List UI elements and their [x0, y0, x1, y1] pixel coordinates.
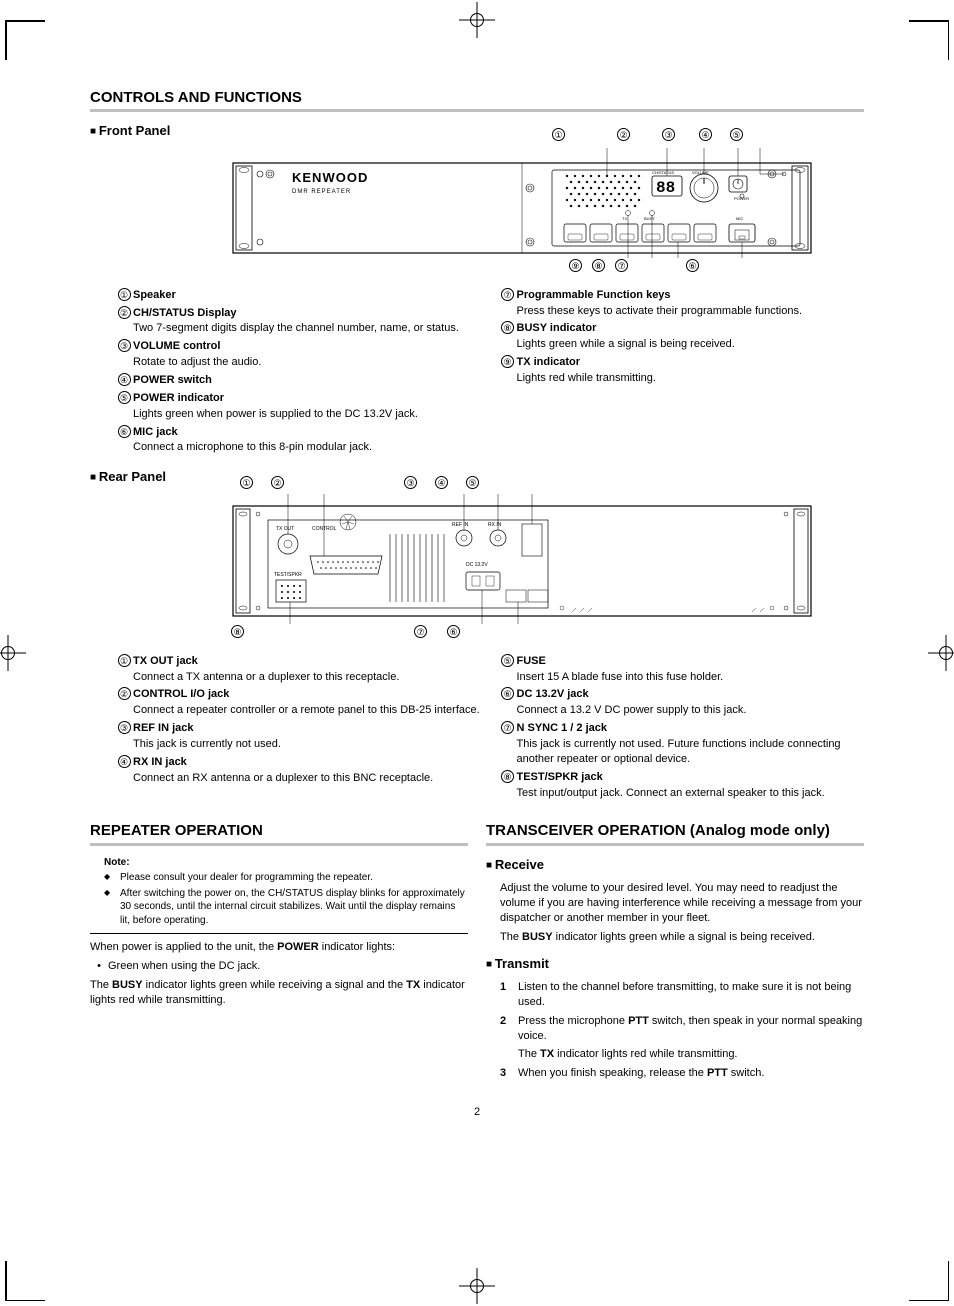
rear-panel-diagram: TX OUT CONTROL TEST/SPKR — [232, 494, 812, 624]
transmit-steps: 1Listen to the channel before transmitti… — [500, 980, 864, 1081]
rear-panel-list-right: ⑤FUSEInsert 15 A blade fuse into this fu… — [499, 654, 865, 801]
svg-text:POWER: POWER — [734, 196, 749, 201]
repeater-p2: The BUSY indicator lights green while re… — [90, 978, 468, 1008]
list-item: ⑨TX indicatorLights red while transmitti… — [499, 355, 865, 386]
callout-fp-top-2: ② — [617, 128, 630, 141]
list-item: ①TX OUT jackConnect a TX antenna or a du… — [115, 654, 481, 685]
registration-mark-bottom — [459, 1268, 495, 1304]
rear-panel-list-left: ①TX OUT jackConnect a TX antenna or a du… — [115, 654, 481, 786]
list-item: ③VOLUME controlRotate to adjust the audi… — [115, 339, 481, 370]
svg-text:TX: TX — [622, 216, 627, 221]
list-item: ①Speaker — [115, 288, 481, 303]
callout-fp-top-1: ① — [552, 128, 565, 141]
repeater-p1: When power is applied to the unit, the P… — [90, 940, 468, 955]
subsection-transmit: Transmit — [486, 955, 864, 973]
list-item: ③REF IN jackThis jack is currently not u… — [115, 721, 481, 752]
section-title-repeater: REPEATER OPERATION — [90, 821, 468, 845]
callout-rp-top-4: ④ — [435, 476, 448, 489]
list-item: ⑤FUSEInsert 15 A blade fuse into this fu… — [499, 654, 865, 685]
list-item: ⑥DC 13.2V jackConnect a 13.2 V DC power … — [499, 687, 865, 718]
repeater-bullet: •Green when using the DC jack. — [90, 959, 468, 974]
callout-rp-bot-6: ⑥ — [447, 625, 460, 638]
callout-rp-top-3: ③ — [404, 476, 417, 489]
note-label: Note: — [104, 856, 468, 870]
receive-p2: The BUSY indicator lights green while a … — [500, 930, 864, 945]
callout-rp-bot-7: ⑦ — [414, 625, 427, 638]
list-item: ②CONTROL I/O jackConnect a repeater cont… — [115, 687, 481, 718]
callout-rp-top-2: ② — [271, 476, 284, 489]
callout-rp-top-5: ⑤ — [466, 476, 479, 489]
note-item: Please consult your dealer for programmi… — [104, 871, 468, 885]
svg-text:MIC: MIC — [736, 216, 743, 221]
svg-text:DMR REPEATER: DMR REPEATER — [292, 189, 351, 195]
separator — [90, 933, 468, 934]
svg-text:REF IN: REF IN — [452, 522, 469, 528]
svg-text:BUSY: BUSY — [644, 216, 655, 221]
list-item: ⑥MIC jackConnect a microphone to this 8-… — [115, 425, 481, 456]
svg-text:CH/STATUS: CH/STATUS — [652, 170, 674, 175]
callout-fp-bot-8: ⑧ — [592, 259, 605, 272]
callout-fp-top-3: ③ — [662, 128, 675, 141]
svg-text:TEST/SPKR: TEST/SPKR — [274, 572, 302, 578]
page-number: 2 — [90, 1105, 864, 1120]
list-item: ⑦N SYNC 1 / 2 jackThis jack is currently… — [499, 721, 865, 767]
front-panel-list-left: ①Speaker ②CH/STATUS DisplayTwo 7-segment … — [115, 288, 481, 455]
transmit-sub: The TX indicator lights red while transm… — [518, 1047, 864, 1062]
list-item: ②CH/STATUS DisplayTwo 7-segment digits d… — [115, 306, 481, 337]
list-item: ⑤POWER indicatorLights green when power … — [115, 391, 481, 422]
subsection-front-panel: Front Panel — [90, 122, 864, 140]
receive-p1: Adjust the volume to your desired level.… — [500, 881, 864, 926]
svg-text:KENWOOD: KENWOOD — [292, 170, 368, 185]
svg-text:DC 13.2V: DC 13.2V — [466, 562, 488, 568]
list-item: ⑦Programmable Function keysPress these k… — [499, 288, 865, 319]
callout-fp-bot-7: ⑦ — [615, 259, 628, 272]
callout-fp-top-5: ⑤ — [730, 128, 743, 141]
note-box: Note: Please consult your dealer for pro… — [104, 856, 468, 928]
callout-fp-bot-6: ⑥ — [686, 259, 699, 272]
callout-rp-bot-8: ⑧ — [231, 625, 244, 638]
svg-text:TX OUT: TX OUT — [276, 526, 294, 532]
list-item: ④POWER switch — [115, 373, 481, 388]
svg-text:CONTROL: CONTROL — [312, 526, 337, 532]
crop-mark-bl — [5, 1251, 55, 1301]
front-panel-diagram: KENWOOD DMR REPEATER — [232, 148, 812, 258]
front-panel-list-right: ⑦Programmable Function keysPress these k… — [499, 288, 865, 386]
svg-text:RX IN: RX IN — [488, 522, 502, 528]
list-item: ⑧BUSY indicatorLights green while a sign… — [499, 321, 865, 352]
callout-rp-top-1: ① — [240, 476, 253, 489]
callout-fp-top-4: ④ — [699, 128, 712, 141]
note-item: After switching the power on, the CH/STA… — [104, 887, 468, 928]
section-title-controls: CONTROLS AND FUNCTIONS — [90, 88, 864, 112]
callout-fp-bot-9: ⑨ — [569, 259, 582, 272]
crop-mark-br — [899, 1251, 949, 1301]
section-title-transceiver: TRANSCEIVER OPERATION (Analog mode only) — [486, 821, 864, 845]
svg-text:88: 88 — [656, 179, 675, 197]
list-item: ④RX IN jackConnect an RX antenna or a du… — [115, 755, 481, 786]
list-item: ⑧TEST/SPKR jackTest input/output jack. C… — [499, 770, 865, 801]
subsection-receive: Receive — [486, 856, 864, 874]
